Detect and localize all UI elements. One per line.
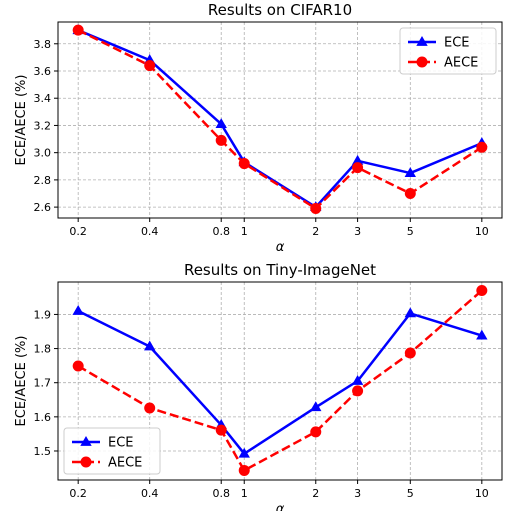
- legend-label-aece: AECE: [444, 56, 478, 71]
- series-line-ece: [77, 29, 483, 209]
- data-point-aece: [72, 360, 84, 372]
- x-tick-label: 2: [312, 487, 319, 500]
- data-point-aece: [72, 24, 84, 36]
- x-tick-label: 5: [407, 487, 414, 500]
- x-tick-label: 10: [475, 487, 489, 500]
- y-tick-label: 2.6: [34, 201, 52, 214]
- data-point-aece: [215, 424, 227, 436]
- plot-frame: [57, 21, 503, 219]
- legend-label-ece: ECE: [444, 36, 470, 51]
- y-axis-label: ECE/AECE (%): [14, 336, 29, 427]
- y-tick-label: 3.4: [34, 92, 52, 105]
- chart-1: 0.2 0.4 0.8 1 2 3 5 10 2.6 2.8 3.0 3.2 3.4 3.6 3.8 Resu…: [14, 1, 503, 255]
- data-point-aece: [144, 402, 156, 414]
- data-point-ece: [476, 329, 488, 340]
- x-tick-label: 0.8: [212, 225, 230, 238]
- x-tick-label: 10: [475, 225, 489, 238]
- data-point-aece: [310, 426, 322, 438]
- x-axis-label: α: [276, 240, 285, 255]
- y-tick-label: 1.6: [34, 411, 52, 424]
- data-point-aece: [476, 141, 488, 153]
- x-tick-label: 0.4: [141, 487, 159, 500]
- legend-marker-aece: [80, 456, 92, 468]
- series-line-aece: [77, 29, 483, 210]
- data-point-ece: [238, 447, 250, 458]
- y-axis-label: ECE/AECE (%): [14, 75, 29, 166]
- x-tick-label: 3: [354, 487, 361, 500]
- legend-marker-ece: [80, 436, 92, 446]
- data-point-aece: [215, 134, 227, 146]
- y-tick-label: 3.8: [34, 38, 52, 51]
- x-tick-label: 0.2: [69, 487, 87, 500]
- x-axis-label: α: [276, 502, 285, 511]
- y-tick-label: 3.0: [34, 147, 52, 160]
- data-point-ece: [404, 307, 417, 318]
- data-point-aece: [144, 60, 156, 72]
- x-tick-label: 0.8: [212, 487, 230, 500]
- data-point-aece: [404, 347, 416, 359]
- data-point-aece: [404, 188, 416, 199]
- data-point-ece: [351, 154, 364, 165]
- chart-2: 0.2 0.4 0.8 1 2 3 5 10 1.5 1.6 1.7 1.8 1.9 Results on…: [14, 261, 503, 511]
- data-point-aece: [238, 158, 250, 170]
- legend: ECE AECE: [63, 427, 161, 475]
- x-tick-label: 5: [407, 225, 414, 238]
- x-tick-label: 1: [241, 225, 248, 238]
- y-tick-label: 3.6: [34, 65, 52, 78]
- legend: ECE AECE: [399, 27, 497, 75]
- data-point-aece: [352, 162, 364, 174]
- data-point-aece: [476, 285, 488, 297]
- legend-label-ece: ECE: [108, 436, 134, 451]
- y-tick-label: 1.9: [34, 308, 52, 321]
- x-tick-label: 2: [312, 225, 319, 238]
- chart-title: Results on Tiny-ImageNet: [184, 261, 376, 279]
- data-point-aece: [352, 385, 364, 397]
- plot-frame: [57, 281, 503, 481]
- x-tick-label: 3: [354, 225, 361, 238]
- data-point-aece: [310, 202, 322, 214]
- chart-title: Results on CIFAR10: [208, 1, 352, 19]
- x-tick-label: 1: [241, 487, 248, 500]
- legend-label-aece: AECE: [108, 456, 142, 471]
- x-tick-label: 0.4: [141, 225, 159, 238]
- data-point-ece: [351, 375, 364, 385]
- y-tick-label: 1.7: [34, 377, 52, 390]
- y-tick-label: 3.2: [34, 119, 52, 132]
- data-point-aece: [238, 464, 250, 476]
- legend-marker-aece: [416, 56, 428, 68]
- y-tick-label: 2.8: [34, 174, 52, 187]
- y-tick-label: 1.5: [34, 445, 52, 458]
- data-point-ece: [215, 118, 227, 128]
- series-line-aece: [77, 289, 483, 472]
- legend-marker-ece: [416, 36, 428, 46]
- y-tick-label: 1.8: [34, 343, 52, 356]
- x-tick-label: 0.2: [69, 225, 87, 238]
- series-line-ece: [77, 309, 483, 455]
- data-point-ece: [72, 305, 84, 315]
- data-point-ece: [310, 401, 322, 412]
- data-point-ece: [143, 340, 156, 351]
- data-point-ece: [404, 167, 417, 177]
